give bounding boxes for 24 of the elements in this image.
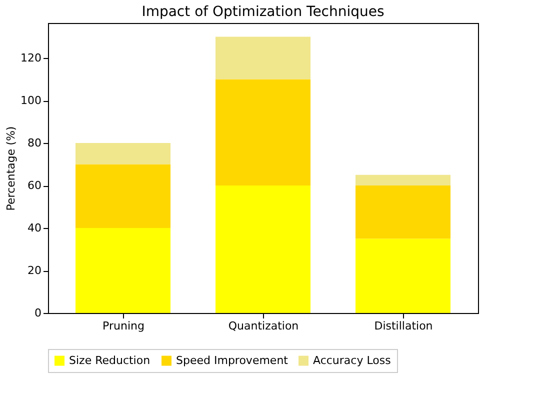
y-tick-label: 0 xyxy=(34,306,42,320)
bar xyxy=(216,36,310,80)
bar xyxy=(216,186,310,313)
chart-title: Impact of Optimization Techniques xyxy=(142,4,384,20)
bar xyxy=(356,186,450,239)
x-tick-label: Quantization xyxy=(228,320,299,332)
y-tick-label: 40 xyxy=(28,222,42,235)
bar xyxy=(356,238,450,313)
y-tick-label: 100 xyxy=(20,94,42,108)
x-tick-label: Distillation xyxy=(374,320,433,332)
legend-label: Accuracy Loss xyxy=(313,354,392,367)
bar xyxy=(76,143,170,164)
legend-label: Speed Improvement xyxy=(176,354,289,367)
x-tick-label: Pruning xyxy=(102,320,144,332)
y-tick-label: 80 xyxy=(28,136,42,150)
legend-label: Size Reduction xyxy=(69,354,150,367)
y-tick-label: 20 xyxy=(28,264,42,278)
y-tick-label: 120 xyxy=(20,52,42,65)
y-axis-title: Percentage (%) xyxy=(4,126,18,211)
y-tick-label: 60 xyxy=(28,179,42,192)
bar xyxy=(356,174,450,186)
bar xyxy=(76,164,170,228)
bar xyxy=(76,228,170,313)
bar xyxy=(216,79,310,186)
